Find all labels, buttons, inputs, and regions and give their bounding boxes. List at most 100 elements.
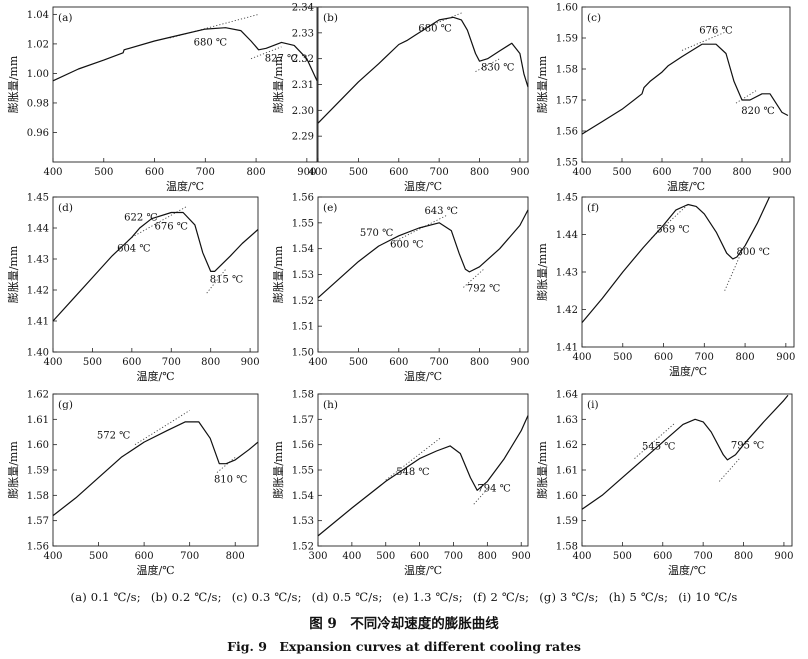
y-tick-label: 1.58: [556, 542, 578, 553]
panel-letter: (e): [323, 202, 337, 214]
temperature-annotation: 600 ℃: [390, 239, 423, 250]
y-tick-label: 1.51: [292, 322, 314, 333]
expansion-curve: [317, 209, 529, 299]
panel-letter: (b): [323, 12, 338, 24]
figure-panels: 400 500 600 700 800 900 0.96 0.98 1.00 1.02 1.04 温度…: [6, 3, 795, 578]
tangent-line: [463, 268, 484, 288]
temperature-annotation: 604 ℃: [117, 243, 150, 254]
tangent-line: [131, 205, 188, 238]
x-tick-label: 400: [308, 167, 327, 178]
x-tick-label: 700: [695, 352, 714, 363]
y-tick-label: 2.31: [292, 80, 314, 91]
figure-title-en: Fig. 9 Expansion curves at different coo…: [227, 639, 581, 654]
temperature-annotation: 570 ℃: [360, 228, 393, 239]
x-axis-label: 温度/℃: [136, 369, 174, 383]
temperature-annotation: 800 ℃: [737, 247, 770, 258]
y-tick-label: 1.56: [292, 193, 314, 204]
expansion-curve: [581, 394, 789, 510]
subcaption-2: (c) 0.3 ℃/s;: [231, 590, 302, 604]
expansion-curve: [52, 211, 259, 322]
y-axis-label: 膨胀量/mm: [535, 441, 549, 499]
temperature-annotation: 676 ℃: [155, 222, 188, 233]
y-tick-label: 1.63: [556, 415, 578, 426]
y-tick-label: 1.62: [556, 440, 578, 451]
x-tick-label: 900: [512, 551, 531, 562]
x-tick-label: 900: [297, 167, 316, 178]
y-axis-label: 膨胀量/mm: [6, 245, 20, 303]
tangent-line: [718, 458, 740, 482]
y-tick-label: 2.33: [292, 28, 314, 39]
x-tick-label: 500: [349, 167, 368, 178]
y-tick-label: 1.58: [556, 65, 578, 76]
tangent-line: [134, 410, 190, 446]
plot-frame: [581, 196, 795, 348]
temperature-annotation: 795 ℃: [731, 440, 764, 451]
x-tick-label: 700: [180, 551, 199, 562]
y-tick-label: 1.54: [292, 491, 314, 502]
y-tick-label: 1.04: [27, 10, 49, 21]
figure-title-zh: 图 9 不同冷却速度的膨胀曲线: [309, 616, 499, 632]
x-tick-label: 700: [196, 167, 215, 178]
x-tick-label: 600: [122, 357, 141, 368]
x-tick-label: 800: [736, 352, 755, 363]
x-axis-label: 温度/℃: [166, 179, 204, 193]
subcaption-3: (d) 0.5 ℃/s;: [311, 590, 383, 604]
y-tick-label: 1.55: [292, 218, 314, 229]
plot-frame: [581, 393, 793, 547]
x-tick-label: 800: [247, 167, 266, 178]
y-tick-label: 1.42: [556, 305, 578, 316]
temperature-annotation: 680 ℃: [418, 24, 451, 35]
y-tick-label: 1.43: [556, 268, 578, 279]
plot-frame: [581, 6, 791, 163]
x-tick-label: 900: [774, 551, 793, 562]
y-tick-label: 1.55: [556, 158, 578, 169]
temperature-annotation: 827 ℃: [265, 54, 298, 65]
y-axis-label: 膨胀量/mm: [535, 55, 549, 113]
expansion-curve: [581, 43, 789, 135]
y-axis-label: 膨胀量/mm: [6, 441, 20, 499]
temperature-annotation: 643 ℃: [424, 206, 457, 217]
y-tick-label: 1.60: [27, 440, 49, 451]
chart-panel-c: 400 500 600 700 800 900 1.55 1.56 1.57 1.58 1.59 1.…: [535, 3, 792, 194]
x-tick-label: 400: [572, 551, 591, 562]
x-tick-label: 700: [430, 167, 449, 178]
y-tick-label: 1.45: [27, 193, 49, 204]
y-tick-label: 1.62: [27, 390, 49, 401]
x-tick-label: 500: [89, 551, 108, 562]
x-tick-label: 400: [43, 167, 62, 178]
x-tick-label: 600: [653, 551, 672, 562]
chart-panel-b: 400 500 600 700 800 900 2.29 2.30 2.31 2.32 2.33 2.…: [271, 3, 529, 194]
plot-frame: [317, 196, 529, 353]
chart-panel-h: 300 400 500 600 700 800 900 1.52 1.53 1.54 1.55 1.5…: [271, 390, 531, 578]
x-tick-label: 800: [732, 167, 751, 178]
y-tick-label: 1.58: [27, 491, 49, 502]
temperature-annotation: 815 ℃: [210, 274, 243, 285]
temperature-annotation: 569 ℃: [656, 225, 689, 236]
y-tick-label: 1.61: [27, 415, 49, 426]
x-tick-label: 700: [162, 357, 181, 368]
x-tick-label: 900: [510, 357, 529, 368]
x-tick-label: 400: [342, 551, 361, 562]
x-tick-label: 800: [478, 551, 497, 562]
chart-panel-d: 400 500 600 700 800 900 1.40 1.41 1.42 1.43 1.44 1.…: [6, 193, 260, 384]
y-tick-label: 1.40: [27, 348, 49, 359]
expansion-curve: [317, 16, 529, 124]
y-tick-label: 1.59: [556, 516, 578, 527]
y-tick-label: 1.43: [27, 255, 49, 266]
tangent-line: [216, 456, 236, 473]
subcaption-0: (a) 0.1 ℃/s;: [70, 590, 141, 604]
x-axis-label: 温度/℃: [136, 563, 174, 577]
tangent-line: [390, 214, 448, 244]
x-tick-label: 800: [201, 357, 220, 368]
x-tick-label: 500: [376, 551, 395, 562]
x-tick-label: 700: [444, 551, 463, 562]
x-tick-label: 400: [43, 551, 62, 562]
x-tick-label: 400: [572, 167, 591, 178]
y-axis-label: 膨胀量/mm: [271, 245, 285, 303]
y-tick-label: 1.50: [292, 348, 314, 359]
y-tick-label: 1.56: [556, 127, 578, 138]
temperature-annotation: 830 ℃: [481, 62, 514, 73]
tangent-line: [735, 90, 757, 104]
y-tick-label: 1.57: [556, 96, 578, 107]
y-axis-label: 膨胀量/mm: [6, 55, 20, 113]
